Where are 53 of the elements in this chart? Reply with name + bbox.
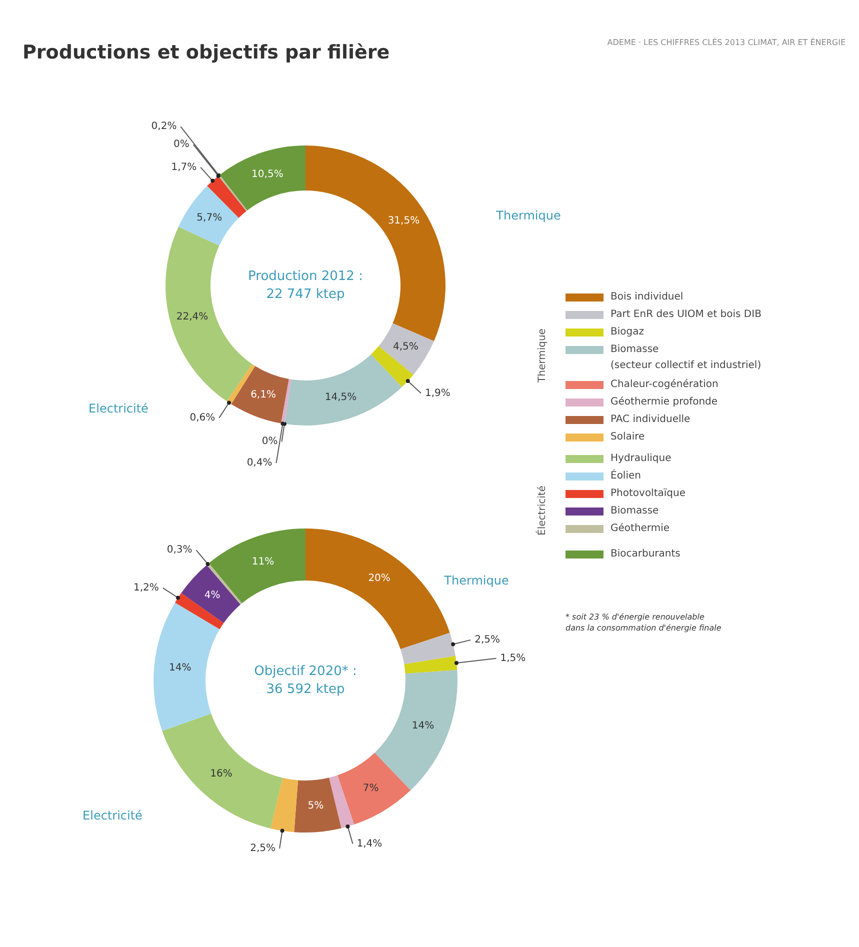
data-label: 20% xyxy=(368,572,390,584)
data-label: 6,1% xyxy=(250,390,276,401)
text: 0% xyxy=(174,139,190,150)
text: ADEME · LES CHIFFRES CLÉS 2013 CLIMAT, AIR ET ÉNERGIE xyxy=(607,37,846,47)
data-label: 14,5% xyxy=(324,392,357,404)
legend-label: Géothermie xyxy=(610,523,670,534)
data-label: 4% xyxy=(204,590,220,602)
text: Objectif 2020* : 36 592 ktep xyxy=(254,664,357,697)
legend-label: Géothermie profonde xyxy=(610,396,718,408)
data-label: 11% xyxy=(252,556,274,568)
data-label: 14% xyxy=(169,662,192,674)
legend-label: Éolien xyxy=(610,468,641,482)
legend-label: PAC individuelle xyxy=(610,414,690,425)
data-label: 4,5% xyxy=(392,341,418,352)
data-label: 1,9% xyxy=(425,388,450,399)
legend-label: Solaire xyxy=(610,432,645,442)
legend-label: Biogaz xyxy=(610,326,644,338)
legend-label: Biomasse (secteur collectif et industriel) xyxy=(610,344,762,371)
data-label: 16% xyxy=(210,768,232,780)
data-label: 10,5% xyxy=(252,168,284,180)
data-label: 1,2% xyxy=(134,582,159,594)
legend-label: Biomasse xyxy=(610,506,659,516)
data-label: 2,5% xyxy=(250,843,276,854)
text: Thermique xyxy=(537,328,548,384)
data-label: 22,4% xyxy=(176,311,208,322)
text: Electricité xyxy=(88,402,148,416)
legend-label: Part EnR des UIOM et bois DIB xyxy=(610,309,762,320)
data-label: 2,5% xyxy=(474,634,500,646)
data-label: 1,5% xyxy=(500,652,526,664)
data-label: 0,2% xyxy=(151,121,177,132)
text: Production 2012 : 22 747 ktep xyxy=(248,269,363,302)
data-label: 0,3% xyxy=(166,544,192,556)
data-label: 0,6% xyxy=(190,412,216,424)
legend-label: Photovoltaïque xyxy=(610,488,686,499)
data-label: 1,4% xyxy=(356,838,382,850)
legend-label: Biocarburants xyxy=(610,548,680,560)
text: Thermique xyxy=(443,574,509,588)
text: * soit 23 % d'énergie renouvelable dans la consommation d'énergie finale xyxy=(566,612,722,632)
data-label: 31,5% xyxy=(388,215,420,226)
data-label: 5,7% xyxy=(196,212,222,224)
legend-label: Hydraulique xyxy=(610,453,672,464)
text: Electricité xyxy=(82,808,142,822)
text: Thermique xyxy=(495,208,561,222)
data-label: 7% xyxy=(362,782,379,794)
chart-title: Productions et objectifs par filière xyxy=(22,42,390,64)
data-label: 5% xyxy=(308,800,324,812)
data-label: 14% xyxy=(412,720,434,732)
legend-label: Bois individuel xyxy=(610,292,684,302)
legend-label: Chaleur-cogénération xyxy=(610,379,718,390)
text: 0% xyxy=(262,436,278,448)
data-label: 1,7% xyxy=(171,162,197,173)
data-label: 0,4% xyxy=(246,458,272,469)
text: Électricité xyxy=(535,486,548,536)
